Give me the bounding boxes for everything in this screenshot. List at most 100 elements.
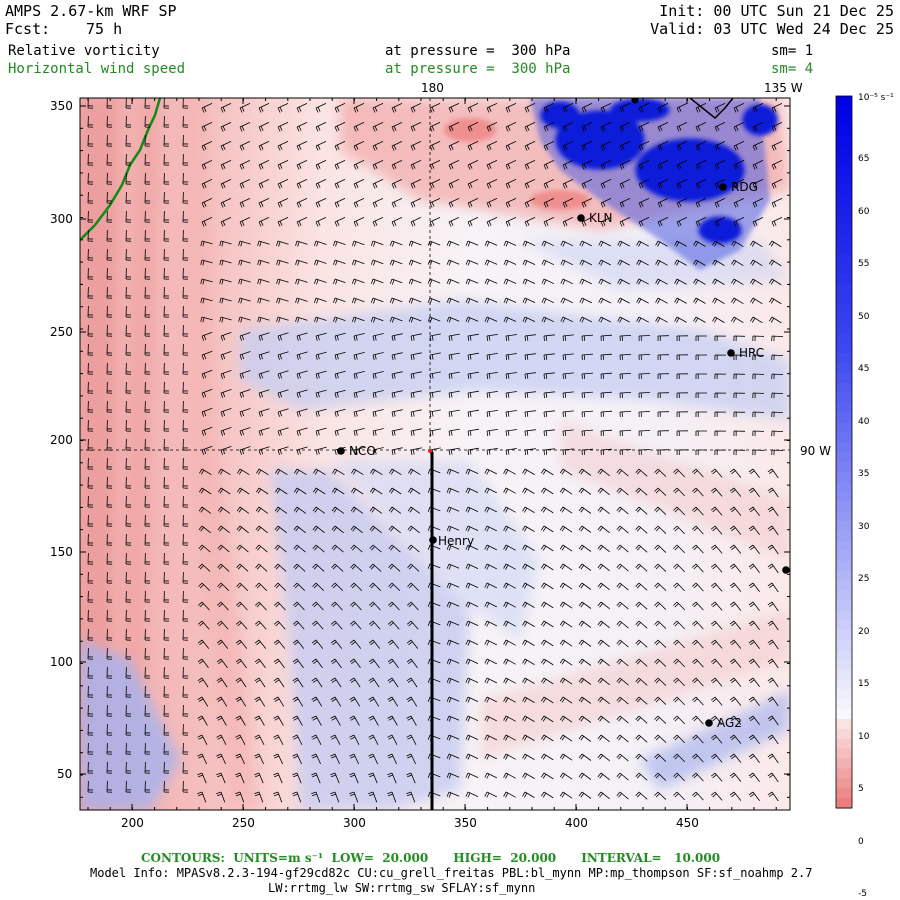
wind-barb (292, 677, 304, 688)
wind-barb (353, 122, 365, 132)
wind-barb (654, 658, 667, 667)
wind-barb (294, 468, 307, 476)
wind-barb (710, 563, 723, 573)
wind-barb (581, 103, 593, 113)
wind-barb (144, 685, 151, 698)
wind-barb (368, 658, 380, 669)
wind-barb (597, 658, 610, 667)
wind-barb (276, 297, 289, 304)
wind-barb (273, 753, 283, 765)
wind-barb (144, 324, 151, 337)
wind-barb (693, 278, 706, 285)
wind-barb (600, 372, 613, 380)
wind-barb (562, 179, 574, 189)
wind-barb (616, 772, 629, 781)
wind-barb (733, 392, 746, 399)
wind-barb (597, 563, 610, 572)
wind-barb (125, 229, 132, 242)
wind-barb (522, 487, 535, 494)
wind-barb (408, 297, 422, 304)
wind-barb (465, 791, 479, 798)
wind-barb (446, 297, 460, 304)
wind-barb (562, 141, 574, 151)
wind-barb (125, 153, 132, 166)
wind-barb (314, 240, 327, 247)
wind-barb (767, 753, 779, 764)
wind-barb (484, 525, 497, 532)
wind-barb (293, 563, 306, 572)
wind-barb (448, 179, 460, 189)
wind-barb (311, 658, 323, 669)
wind-barb (484, 240, 498, 247)
wind-barb (695, 179, 707, 189)
wind-barb (676, 122, 688, 132)
wind-barb (467, 447, 479, 455)
wind-barb (87, 514, 94, 527)
wind-barb (752, 392, 765, 399)
wind-barb (767, 734, 779, 745)
wind-barb (581, 334, 594, 342)
wind-barb (540, 487, 554, 495)
wind-barb (446, 316, 460, 323)
wind-barb (484, 506, 497, 513)
wind-barb (657, 160, 669, 170)
wind-barb (695, 160, 707, 170)
wind-barb (484, 753, 497, 760)
x-tick-label: 200 (121, 816, 144, 830)
wind-barb (524, 122, 536, 132)
wind-barb (731, 316, 744, 324)
wind-barb (198, 544, 211, 553)
wind-barb (619, 103, 631, 113)
wind-barb (598, 259, 611, 266)
wind-barb (254, 791, 264, 803)
wind-barb (407, 487, 421, 495)
wind-barb (255, 544, 268, 553)
wind-barb (748, 696, 760, 707)
wind-barb (486, 391, 498, 398)
wind-barb (410, 217, 422, 227)
wind-barb (276, 278, 289, 285)
wind-barb (349, 639, 362, 649)
wind-barb (144, 305, 151, 318)
wind-barb (600, 122, 612, 132)
wind-barb (729, 563, 742, 573)
wind-barb (387, 658, 399, 669)
wind-barb (87, 476, 94, 489)
wind-barb (87, 362, 94, 375)
wind-barb (182, 476, 189, 489)
wind-barb (562, 372, 574, 380)
wind-barb (106, 514, 113, 527)
wind-barb (657, 141, 669, 151)
wind-barb (446, 506, 460, 513)
wind-barb (562, 391, 574, 399)
wind-barb (182, 666, 189, 679)
wind-barb (163, 609, 170, 622)
wind-barb (163, 514, 170, 527)
wind-barb (144, 381, 151, 394)
wind-barb (543, 334, 555, 342)
wind-barb (598, 240, 611, 247)
wind-barb (406, 753, 416, 765)
wind-barb (292, 639, 305, 649)
wind-barb (311, 734, 322, 745)
wind-barb (597, 525, 610, 534)
x-tick-label: 300 (343, 816, 366, 830)
wind-barb (182, 704, 189, 717)
wind-barb (467, 428, 479, 436)
wind-barb (182, 742, 189, 755)
wind-barb (540, 506, 554, 514)
wind-barb (522, 240, 536, 247)
wind-barb (197, 772, 207, 784)
wind-barb (182, 172, 189, 185)
wind-barb (559, 620, 573, 628)
wind-barb (467, 122, 479, 132)
wind-barb (465, 563, 479, 570)
wind-barb (182, 267, 189, 280)
wind-barb (581, 160, 593, 170)
wind-barb (182, 324, 189, 337)
wind-barb (87, 761, 94, 774)
wind-barb (293, 582, 306, 591)
wind-barb (540, 639, 554, 647)
wind-barb (349, 658, 361, 669)
wind-barb (465, 240, 479, 247)
